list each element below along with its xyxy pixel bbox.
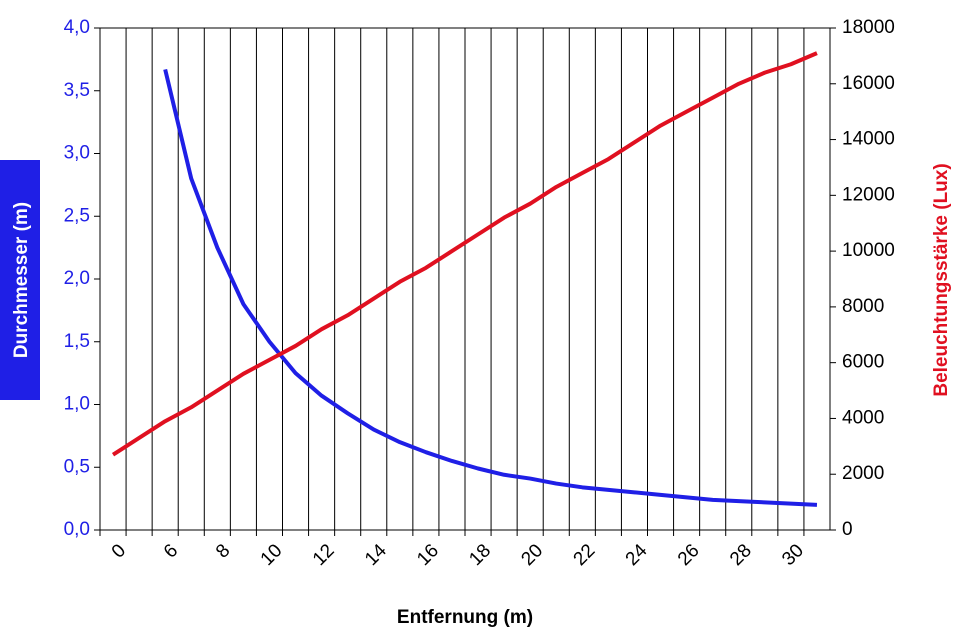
y2-tick-label: 8000 [842,296,884,317]
x-tick-label: 14 [361,540,391,570]
y-tick-label: 2,0 [64,268,90,289]
x-tick-label: 8 [212,540,234,562]
x-tick-label: 24 [622,540,652,570]
x-tick-label: 10 [257,540,287,570]
y2-tick-label: 6000 [842,352,884,373]
y-tick-label: 3,0 [64,143,90,164]
y2-tick-label: 14000 [842,129,895,150]
y2-tick-label: 18000 [842,17,895,38]
y-title-box [0,160,40,400]
y2-tick-label: 0 [842,519,853,540]
data-line [111,51,818,457]
x-tick-label: 22 [570,540,600,570]
y-tick-label: 2,5 [64,205,90,226]
x-tick-label: 12 [309,540,339,570]
x-title: Entfernung (m) [397,607,533,628]
x-tick-label: 0 [108,540,130,562]
y-tick-label: 0,0 [64,519,90,540]
x-tick-label: 30 [778,540,808,570]
y2-tick-label: 12000 [842,184,895,205]
y-tick-label: 4,0 [64,17,90,38]
y-tick-label: 1,0 [64,394,90,415]
y-title: Durchmesser (m) [11,202,32,358]
x-tick-label: 16 [413,540,443,570]
y2-tick-label: 16000 [842,73,895,94]
y-tick-label: 3,5 [64,80,90,101]
x-tick-label: 18 [465,540,495,570]
x-tick-label: 20 [517,540,547,570]
y2-title: Beleuchtungsstärke (Lux) [931,163,952,396]
x-tick-label: 26 [674,540,704,570]
y2-tick-label: 10000 [842,240,895,261]
x-tick-label: 28 [726,540,756,570]
y2-tick-label: 2000 [842,463,884,484]
x-tick-label: 6 [160,540,182,562]
y-tick-label: 1,5 [64,331,90,352]
y-tick-label: 0,5 [64,456,90,477]
data-line [163,68,818,507]
y2-tick-label: 4000 [842,407,884,428]
